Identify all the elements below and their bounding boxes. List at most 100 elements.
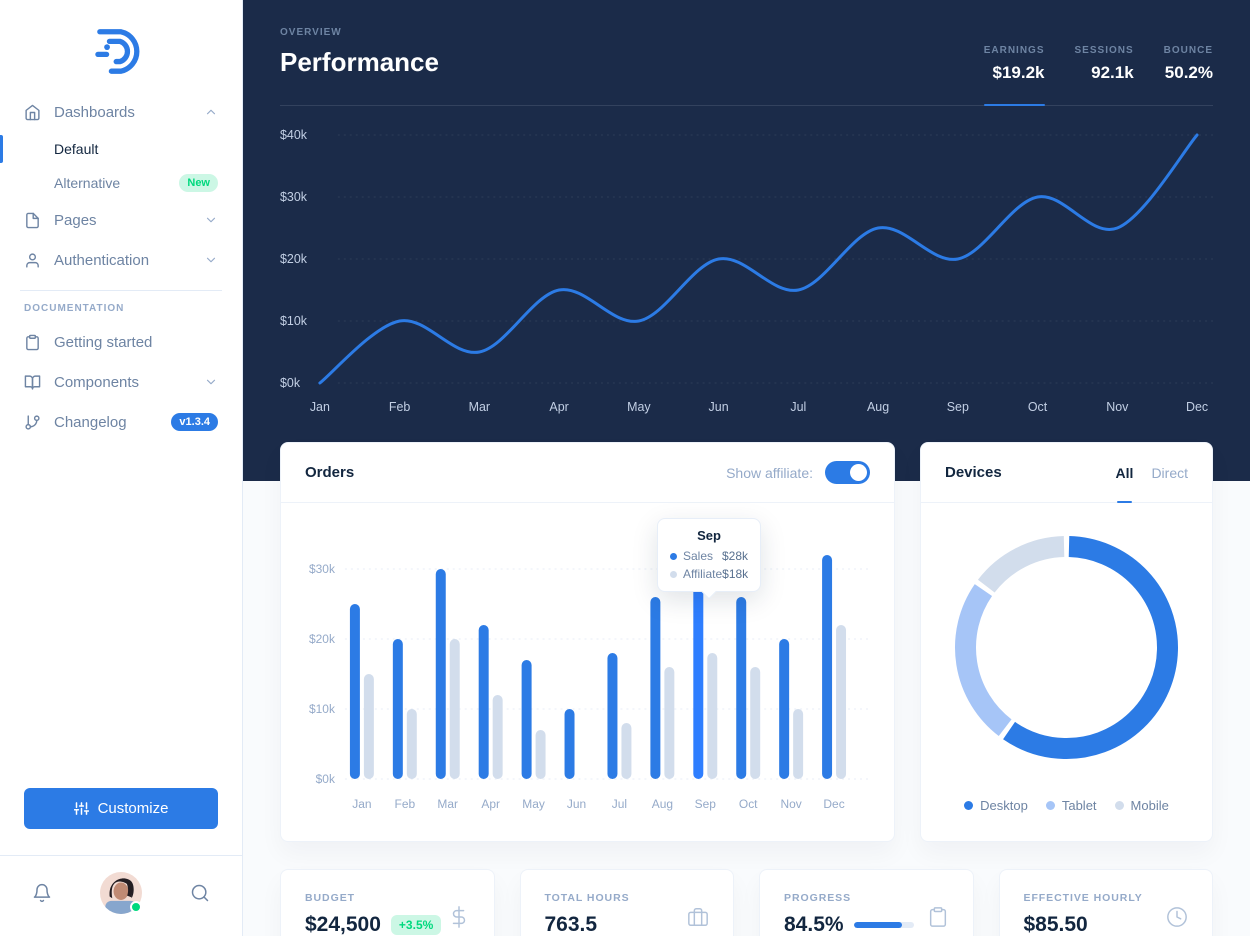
stat-tab-bounce[interactable]: BOUNCE 50.2% [1164,45,1213,83]
page-title: Performance [280,47,439,77]
orders-card-body: $0k $10k $20k $30k Jan Feb Mar Apr May Jun Jul Aug S… [281,503,894,843]
clipboard-icon [927,906,949,928]
effective-hourly-card-content: EFFECTIVE HOURLY $85.50 [1024,892,1143,936]
sidebar-spacer [24,442,218,788]
sidebar-item-pages[interactable]: Pages [24,200,218,240]
svg-text:Sep: Sep [947,400,969,414]
sidebar-item-label: Authentication [54,251,150,269]
home-icon [24,104,41,121]
svg-text:Jan: Jan [352,797,371,811]
tooltip-label: Sales [683,549,714,563]
sidebar-item-components[interactable]: Components [24,362,218,402]
affiliate-toggle-switch[interactable] [825,461,870,484]
stat-card-label: BUDGET [305,892,356,904]
chevron-down-icon [204,213,218,227]
legend-item-tablet[interactable]: Tablet [1045,798,1097,813]
main-content: OVERVIEW Performance EARNINGS $19.2k SES… [243,0,1250,936]
svg-text:Aug: Aug [652,797,673,811]
sidebar-item-getting-started[interactable]: Getting started [24,322,218,362]
affiliate-toggle-label: Show affiliate: [726,464,813,481]
svg-text:$0k: $0k [280,376,301,390]
stat-card-value: 763.5 [544,913,598,936]
cards-row: Orders Show affiliate: $0k $10k $20k $30k Ja… [280,442,1213,842]
devices-card: Devices All Direct Desktop Tablet Mobile [920,442,1213,842]
legend-item-desktop[interactable]: Desktop [964,798,1028,813]
stat-tab-sessions[interactable]: SESSIONS 92.1k [1075,45,1134,83]
header-stats: EARNINGS $19.2k SESSIONS 92.1k BOUNCE 50… [983,45,1213,106]
stat-label: SESSIONS [1074,45,1134,56]
file-icon [24,212,41,229]
bell-icon[interactable] [32,883,52,903]
total-hours-card: TOTAL HOURS 763.5 [519,869,734,936]
budget-change-badge: +3.5% [390,915,442,935]
sidebar-footer-divider [0,855,242,856]
sidebar-divider [20,290,222,291]
tab-all[interactable]: All [1115,464,1134,503]
svg-text:Nov: Nov [1106,400,1129,414]
stat-value: 50.2% [1164,63,1213,82]
sidebar-item-changelog[interactable]: Changelog v1.3.4 [24,402,218,442]
tab-direct[interactable]: Direct [1151,464,1188,481]
sidebar-item-label: Getting started [54,333,153,351]
svg-text:$30k: $30k [309,562,335,576]
stat-card-label: EFFECTIVE HOURLY [1023,892,1143,904]
svg-text:Feb: Feb [395,797,416,811]
svg-text:$30k: $30k [280,190,308,204]
content: OVERVIEW Performance EARNINGS $19.2k SES… [243,0,1250,936]
devices-card-body: Desktop Tablet Mobile [921,503,1212,813]
customize-button[interactable]: Customize [24,788,218,829]
tooltip-row-sales: Sales $28k [670,549,748,563]
sidebar-item-label: Dashboards [54,103,135,121]
budget-card-content: BUDGET $24,500 +3.5% [305,892,442,936]
svg-text:May: May [522,797,545,811]
orders-bar-chart[interactable]: $0k $10k $20k $30k Jan Feb Mar Apr May Jun Jul Aug S… [305,527,870,819]
sidebar-section-heading: DOCUMENTATION [24,303,125,314]
tooltip-value: $18k [722,567,749,581]
sidebar-item-label: Pages [54,211,97,229]
avatar-image [100,872,142,914]
legend-label: Desktop [980,798,1028,813]
svg-text:Dec: Dec [823,797,844,811]
performance-line-chart[interactable]: $0k $10k $20k $30k $40k Jan Feb Mar Apr May Jun Jul… [280,108,1213,418]
search-icon[interactable] [190,883,210,903]
svg-text:$10k: $10k [280,314,308,328]
sidebar-item-authentication[interactable]: Authentication [24,240,218,280]
sidebar-item-dashboards[interactable]: Dashboards [24,92,218,132]
stat-tab-earnings[interactable]: EARNINGS $19.2k [983,45,1045,106]
effective-hourly-card: EFFECTIVE HOURLY $85.50 [998,869,1213,936]
brand-logo[interactable] [24,0,218,92]
brand-logo-icon [95,29,140,74]
clipboard-icon [24,334,41,351]
orders-card-title: Orders [305,464,355,481]
svg-text:$10k: $10k [309,702,335,716]
page-pretitle: OVERVIEW [280,27,342,38]
version-badge: v1.3.4 [171,413,218,431]
devices-card-title: Devices [945,464,1002,481]
devices-donut-chart[interactable] [944,525,1189,770]
legend-item-mobile[interactable]: Mobile [1114,798,1169,813]
svg-text:Sep: Sep [695,797,717,811]
svg-text:Dec: Dec [1186,400,1208,414]
svg-text:Jan: Jan [310,400,330,414]
tooltip-row-affiliate: Affiliate $18k [670,567,748,581]
clock-icon [1166,906,1188,928]
sidebar-item-default[interactable]: Default [0,132,218,166]
svg-text:Aug: Aug [867,400,889,414]
customize-button-label: Customize [97,800,169,817]
stat-value: $19.2k [992,63,1045,82]
progress-bar [853,922,914,928]
sidebar-item-alternative[interactable]: Alternative New [54,166,218,200]
orders-card-header: Orders Show affiliate: [281,443,894,503]
svg-text:Jun: Jun [567,797,586,811]
svg-text:Feb: Feb [389,400,411,414]
stats-row: BUDGET $24,500 +3.5% TOTAL HOURS [280,869,1213,936]
book-open-icon [24,374,41,391]
stat-card-label: TOTAL HOURS [544,892,630,904]
svg-text:Apr: Apr [549,400,568,414]
user-avatar[interactable] [100,872,142,914]
chart-tooltip: Sep Sales $28k Affiliate $18k [657,518,761,592]
sidebar-item-label: Components [54,373,140,391]
total-hours-card-content: TOTAL HOURS 763.5 [545,892,630,936]
svg-text:May: May [627,400,651,414]
